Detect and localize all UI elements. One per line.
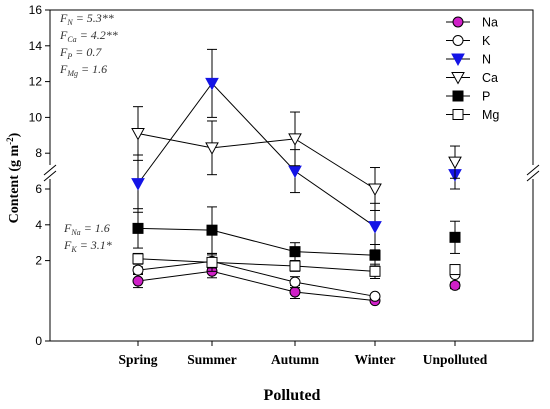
data-point-p — [289, 246, 301, 258]
f-statistic-lower: FNa = 1.6 — [63, 221, 110, 237]
data-point-p — [206, 224, 218, 236]
series-line — [137, 227, 376, 256]
y-axis-title: Content (g m-2) — [5, 132, 22, 223]
data-point-ca — [448, 156, 462, 170]
legend-label: Mg — [482, 108, 499, 122]
data-point-mg — [206, 256, 218, 268]
series-line — [137, 260, 376, 297]
y-tick-label: 4 — [35, 218, 42, 232]
y-tick-label: 6 — [35, 182, 42, 196]
legend-label: Na — [482, 16, 498, 30]
legend-item-mg: Mg — [446, 108, 499, 122]
legend-marker — [452, 16, 464, 28]
data-point-k — [132, 264, 144, 276]
y-tick-label: 8 — [35, 146, 42, 160]
legend-item-ca: Ca — [446, 71, 498, 85]
legend-marker — [451, 72, 465, 85]
axis-break-mark — [43, 164, 57, 176]
data-point-na — [132, 275, 144, 287]
legend-label: N — [482, 53, 491, 67]
legend-item-k: K — [446, 34, 491, 48]
legend-marker — [452, 90, 464, 102]
data-point-mg — [449, 264, 461, 276]
axis-break — [40, 164, 543, 182]
legend-item-na: Na — [446, 16, 498, 30]
series-layer — [131, 48, 462, 307]
axis-break-mark — [43, 170, 57, 182]
y-axis-ticks: 2 4 6 8 10 12 14 16 0 — [29, 3, 50, 348]
y-tick-label: 16 — [29, 3, 43, 17]
data-point-ca — [131, 128, 145, 141]
data-point-ca — [288, 133, 302, 146]
f-statistic-lower: FK = 3.1* — [63, 238, 112, 254]
x-axis-ticks: Spring Summer Autumn Winter Unpolluted — [118, 341, 488, 367]
y-tick-label: 14 — [29, 39, 43, 53]
f-statistic-upper: FMg = 1.6 — [59, 62, 107, 78]
legend: Na KN Ca P Mg — [446, 16, 499, 122]
data-point-na — [289, 286, 301, 298]
data-point-na — [449, 279, 461, 291]
legend-marker — [451, 53, 465, 67]
data-point-p — [132, 222, 144, 234]
series-line — [137, 258, 376, 272]
data-point-mg — [289, 260, 301, 272]
x-tick-label: Winter — [355, 352, 396, 367]
data-point-n — [205, 77, 219, 91]
y-axis-title-main: Content (g m — [7, 144, 22, 223]
series-ca — [131, 106, 462, 211]
data-point-mg — [369, 265, 381, 277]
data-point-n — [368, 221, 382, 234]
y-tick-label: 10 — [29, 110, 43, 124]
series-line — [137, 133, 376, 190]
y-tick-label: 2 — [35, 254, 42, 268]
x-axis-title: Polluted — [264, 387, 321, 404]
legend-label: Ca — [482, 71, 498, 85]
legend-item-n: N — [446, 53, 491, 67]
axis-break-mark — [526, 170, 540, 182]
legend-item-p: P — [446, 90, 490, 104]
y-axis-title-end: ) — [7, 132, 22, 137]
legend-marker — [452, 35, 464, 46]
series-mg — [132, 252, 461, 279]
axis-break-mark — [526, 164, 540, 176]
data-point-k — [289, 276, 301, 288]
x-tick-label: Spring — [118, 352, 157, 367]
x-tick-label: Unpolluted — [423, 352, 488, 367]
f-statistic-upper: FP = 0.7 — [59, 45, 102, 61]
f-statistic-upper: FCa = 4.2** — [59, 28, 118, 44]
data-point-mg — [132, 253, 144, 265]
data-point-n — [288, 165, 302, 179]
data-point-ca — [368, 183, 382, 197]
series-line — [137, 270, 376, 302]
y-tick-label: 0 — [35, 334, 42, 348]
data-point-ca — [205, 142, 219, 155]
x-tick-label: Autumn — [271, 352, 320, 367]
axis-break-gap-left — [40, 165, 60, 179]
y-axis-title-sup: -2 — [5, 137, 15, 145]
legend-label: K — [482, 34, 491, 48]
legend-label: P — [482, 90, 490, 104]
series-n — [131, 48, 462, 251]
data-point-p — [449, 231, 461, 243]
series-line — [137, 82, 376, 228]
legend-marker — [452, 109, 464, 120]
series-p — [132, 206, 461, 267]
data-point-k — [369, 290, 381, 302]
f-statistic-upper: FN = 5.3** — [59, 11, 114, 27]
x-tick-label: Summer — [187, 352, 237, 367]
data-point-n — [131, 178, 145, 191]
data-point-p — [369, 249, 381, 261]
axis-break-gap-right — [523, 165, 543, 179]
y-tick-label: 12 — [29, 75, 43, 89]
